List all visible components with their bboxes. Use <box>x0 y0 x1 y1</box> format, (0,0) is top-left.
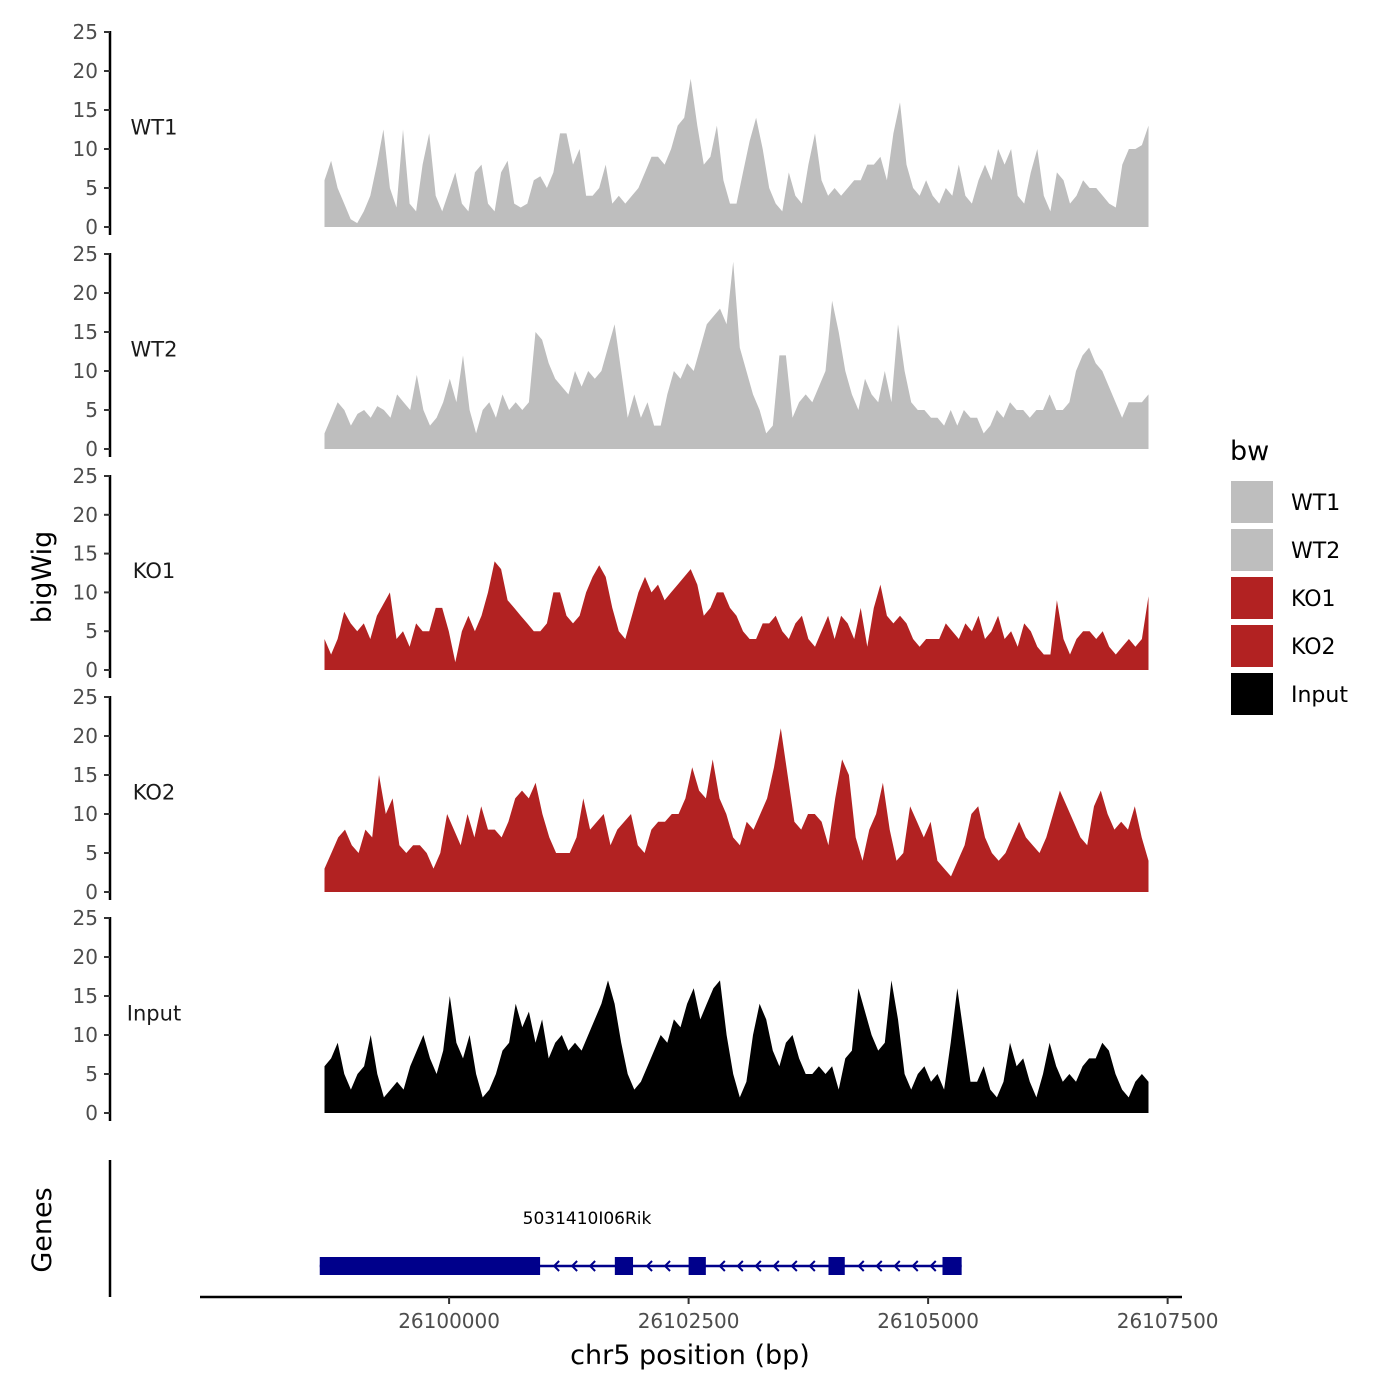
strand-arrow <box>790 1260 798 1272</box>
y-tick-label: 0 <box>85 215 98 239</box>
y-tick-label: 0 <box>85 1101 98 1125</box>
strand-arrow <box>645 1260 653 1272</box>
strand-arrow <box>875 1260 883 1272</box>
legend: bw WT1 WT2 KO1 KO2 Input <box>1229 436 1348 717</box>
y-tick-label: 0 <box>85 880 98 904</box>
y-tick-label: 5 <box>85 619 98 643</box>
strand-arrow <box>718 1260 726 1272</box>
y-tick-label: 25 <box>73 464 98 488</box>
exon-5 <box>942 1257 962 1275</box>
y-tick-label: 0 <box>85 658 98 682</box>
exon-2 <box>614 1257 634 1275</box>
track-panels: 0510152025WT10510152025WT20510152025KO10… <box>73 20 1149 1125</box>
exon-3 <box>688 1257 706 1275</box>
strand-arrow <box>857 1260 865 1272</box>
area-ko1 <box>324 561 1149 670</box>
y-tick-label: 15 <box>73 320 98 344</box>
y-tick-label: 5 <box>85 176 98 200</box>
panel-label-ko2: KO2 <box>133 781 176 805</box>
panel-label-ko1: KO1 <box>133 559 176 583</box>
legend-key-wt1 <box>1229 479 1275 525</box>
panel-wt2: 0 5 10 15 20 25 WT2 <box>73 242 1149 461</box>
exon-1 <box>319 1257 541 1275</box>
strand-arrow <box>736 1260 744 1272</box>
y-tick-label: 10 <box>73 137 98 161</box>
area-wt1 <box>324 78 1149 227</box>
legend-title: bw <box>1230 436 1269 467</box>
strand-arrow <box>570 1260 578 1272</box>
y-tick-label: 25 <box>73 242 98 266</box>
strand-arrow <box>588 1260 596 1272</box>
strand-arrow <box>552 1260 560 1272</box>
strand-arrow <box>929 1260 937 1272</box>
area-input <box>324 980 1149 1113</box>
panel-ko1: 0 5 10 15 20 25 KO1 <box>73 464 1149 682</box>
strand-arrow <box>772 1260 780 1272</box>
y-tick-label: 5 <box>85 841 98 865</box>
y-tick-label: 10 <box>73 1023 98 1047</box>
y-axis-title: bigWig <box>27 531 58 624</box>
area-ko2 <box>324 728 1149 892</box>
y-tick-label: 15 <box>73 763 98 787</box>
y-tick-label: 10 <box>73 802 98 826</box>
y-tick-label: 20 <box>73 59 98 83</box>
panel-label-wt2: WT2 <box>131 338 178 362</box>
legend-label-input: Input <box>1291 683 1348 708</box>
genes-axis-title: Genes <box>27 1187 58 1272</box>
legend-label-ko1: KO1 <box>1291 587 1336 612</box>
y-tick-label: 25 <box>73 20 98 44</box>
y-tick-label: 10 <box>73 580 98 604</box>
x-axis: 26100000 26102500 26105000 26107500 <box>200 1295 1219 1333</box>
y-tick-label: 10 <box>73 359 98 383</box>
x-tick-label: 26100000 <box>398 1309 500 1333</box>
panel-ko2: 0 5 10 15 20 25 KO2 <box>73 685 1149 904</box>
y-tick-label: 15 <box>73 98 98 122</box>
panel-wt1: 0 5 10 15 20 25 WT1 <box>73 20 1149 239</box>
y-tick-label: 25 <box>73 685 98 709</box>
y-tick-label: 20 <box>73 281 98 305</box>
area-wt2 <box>324 261 1149 449</box>
y-tick-label: 15 <box>73 542 98 566</box>
x-tick-label: 26107500 <box>1117 1309 1219 1333</box>
strand-arrow <box>663 1260 671 1272</box>
x-tick-label: 26105000 <box>877 1309 979 1333</box>
legend-key-wt2 <box>1229 527 1275 573</box>
panel-input: 0 5 10 15 20 25 Input <box>73 906 1149 1125</box>
y-tick-label: 5 <box>85 1062 98 1086</box>
y-tick-label: 15 <box>73 984 98 1008</box>
gene-name-label: 5031410I06Rik <box>523 1209 652 1229</box>
strand-arrow <box>754 1260 762 1272</box>
legend-key-ko2 <box>1229 623 1275 669</box>
exon-4 <box>828 1257 845 1275</box>
strand-arrow <box>808 1260 816 1272</box>
panel-label-wt1: WT1 <box>131 116 178 140</box>
x-tick-label: 26102500 <box>638 1309 740 1333</box>
legend-label-ko2: KO2 <box>1291 635 1336 660</box>
strand-arrow <box>893 1260 901 1272</box>
strand-arrow <box>911 1260 919 1272</box>
y-tick-label: 20 <box>73 724 98 748</box>
legend-key-input <box>1229 671 1275 717</box>
y-tick-label: 5 <box>85 398 98 422</box>
x-axis-title: chr5 position (bp) <box>570 1340 810 1371</box>
y-tick-label: 25 <box>73 906 98 930</box>
y-tick-label: 20 <box>73 503 98 527</box>
legend-key-ko1 <box>1229 575 1275 621</box>
legend-label-wt1: WT1 <box>1291 491 1340 516</box>
gene-track: 5031410I06Rik <box>108 1160 962 1297</box>
legend-label-wt2: WT2 <box>1291 539 1340 564</box>
panel-label-input: Input <box>127 1002 181 1026</box>
y-tick-label: 0 <box>85 437 98 461</box>
y-tick-label: 20 <box>73 945 98 969</box>
